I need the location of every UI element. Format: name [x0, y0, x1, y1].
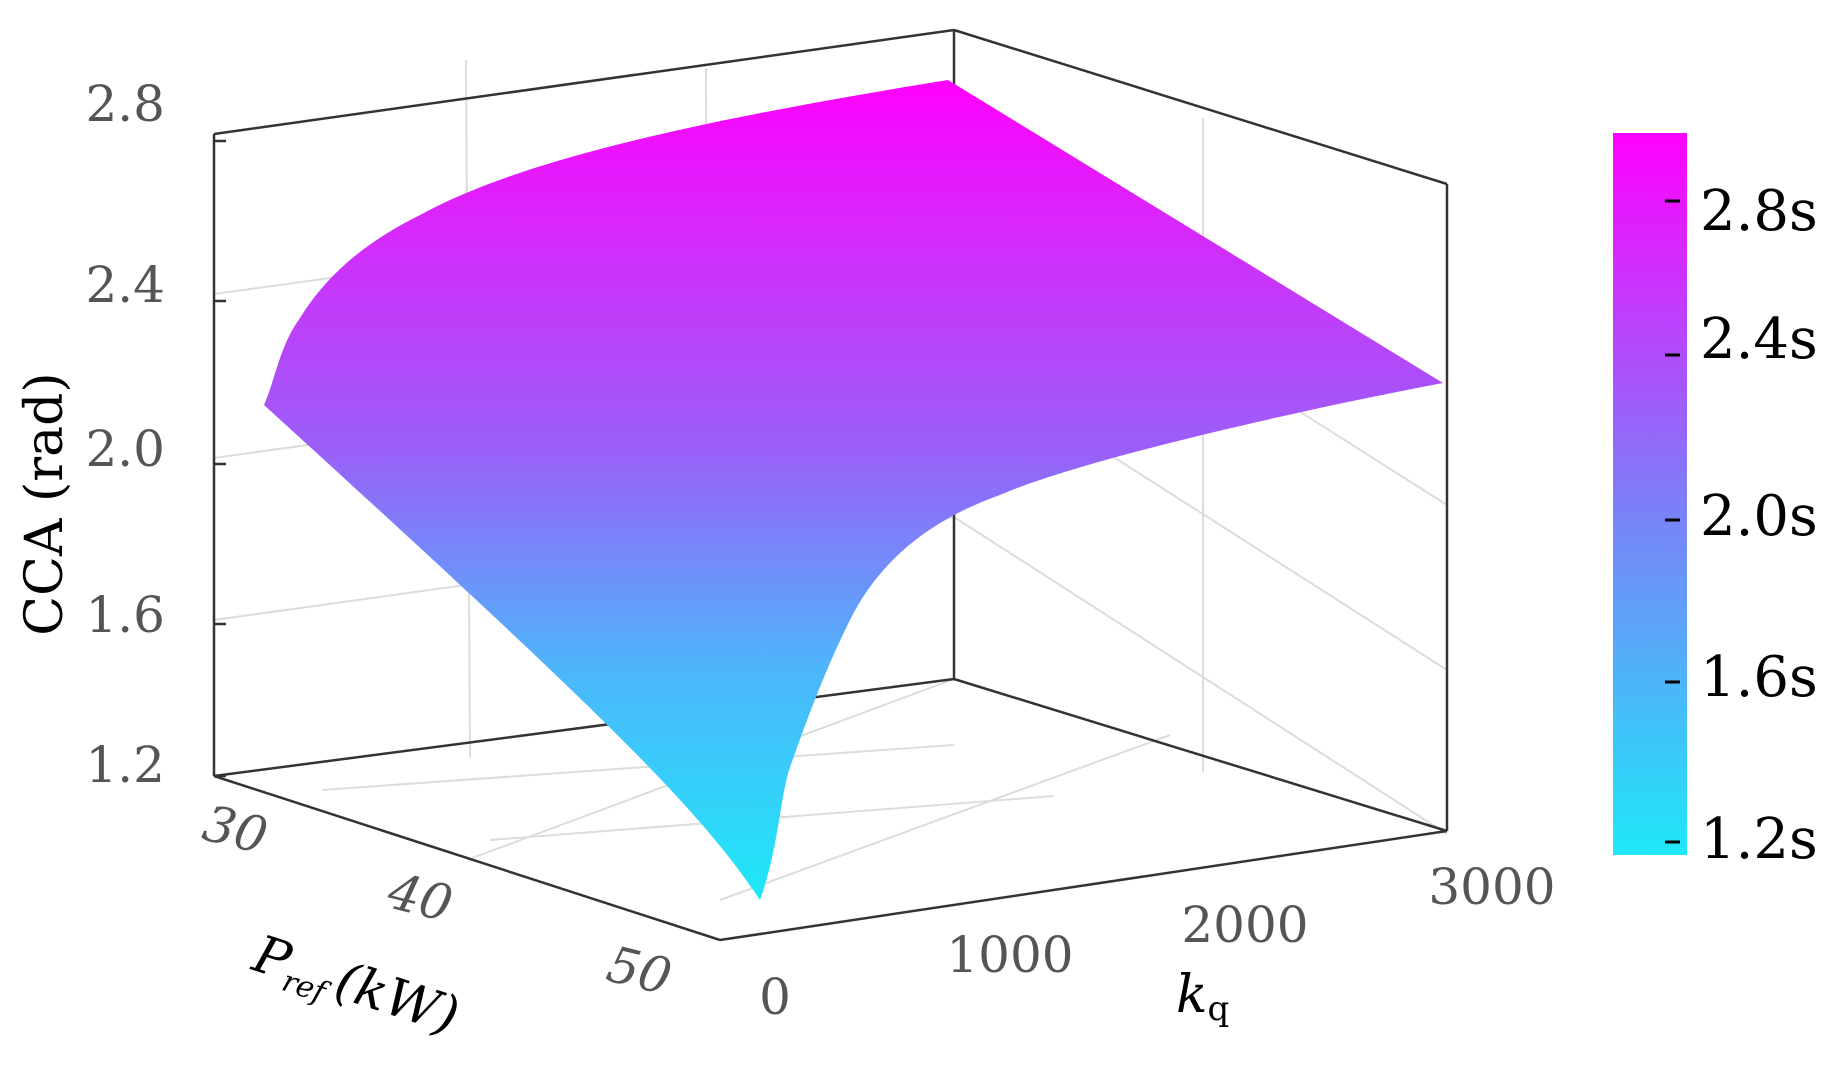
- x-tick-50: 50: [601, 935, 677, 1007]
- y-axis-label: kq: [1176, 965, 1229, 1029]
- z-tick-1.6: 1.6: [85, 586, 165, 644]
- colorbar-tick-2.4s: 2.4s: [1700, 307, 1818, 372]
- x-tick-40: 40: [381, 862, 458, 934]
- z-tick-1.2: 1.2: [85, 736, 165, 794]
- z-axis-label: CCA (rad): [15, 372, 75, 635]
- z-tick-2.4: 2.4: [85, 256, 165, 314]
- cca-surface: [264, 80, 1443, 900]
- y-tick-3000: 3000: [1428, 858, 1555, 916]
- x-tick-30: 30: [197, 794, 273, 866]
- colorbar-gradient: [1613, 133, 1687, 855]
- y-tick-2000: 2000: [1181, 896, 1308, 954]
- y-tick-0: 0: [759, 968, 791, 1026]
- colorbar-tick-2.8s: 2.8s: [1700, 179, 1818, 244]
- x-axis-label-sub: ref: [278, 964, 335, 1012]
- y-tick-labels: 0 1000 2000 3000: [759, 858, 1556, 1026]
- colorbar-tick-2.0s: 2.0s: [1700, 484, 1818, 549]
- x-axis-label: Pref(kW): [243, 924, 465, 1052]
- y-tick-1000: 1000: [946, 926, 1073, 984]
- colorbar-tick-1.6s: 1.6s: [1700, 645, 1818, 710]
- colorbar-tick-1.2s: 1.2s: [1700, 807, 1818, 872]
- z-tick-2.0: 2.0: [85, 420, 165, 478]
- y-axis-label-sub: q: [1208, 989, 1230, 1029]
- z-tick-2.8: 2.8: [85, 75, 165, 133]
- colorbar: 2.8s 2.4s 2.0s 1.6s 1.2s: [1613, 133, 1818, 872]
- x-axis-label-unit: (kW): [328, 951, 466, 1047]
- z-tick-labels: 2.8 2.4 2.0 1.6 1.2: [85, 75, 226, 794]
- y-axis-label-main: k: [1176, 965, 1208, 1025]
